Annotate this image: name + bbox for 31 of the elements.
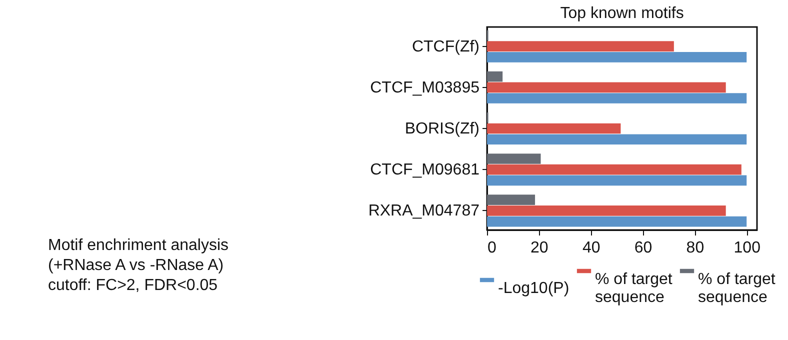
x-tick-label: 100	[734, 240, 761, 256]
bar	[487, 41, 674, 52]
bar	[487, 82, 726, 93]
legend-label: % of target sequence	[698, 271, 776, 306]
text: Motif enchriment analysis	[48, 236, 229, 256]
y-tick-label: BORIS(Zf)	[404, 120, 480, 138]
legend-label: % of target sequence	[595, 271, 673, 306]
bar	[487, 206, 726, 216]
bar	[487, 216, 747, 227]
y-tick-label: CTCF(Zf)	[412, 38, 480, 56]
bar	[487, 154, 541, 164]
bar	[487, 175, 747, 186]
bar	[487, 123, 621, 134]
y-tick-label: CTCF_M09681	[370, 162, 480, 179]
bar	[487, 71, 503, 82]
bar	[487, 52, 747, 62]
bar	[487, 134, 747, 145]
bar	[487, 93, 747, 104]
x-tick-label: 40	[582, 240, 600, 256]
text: cutoff: FC>2, FDR<0.05	[48, 276, 219, 296]
x-tick-label: 80	[686, 240, 704, 256]
x-tick-label: 60	[634, 240, 652, 256]
y-tick-label: CTCF_M03895	[370, 79, 480, 96]
chart-title: Top known motifs	[560, 5, 684, 22]
x-tick-label: 20	[530, 240, 548, 256]
y-tick-label: RXRA_M04787	[368, 202, 480, 220]
legend-label: -Log10(P)	[498, 280, 570, 297]
text: (+RNase A vs -RNase A)	[48, 256, 225, 276]
bar	[487, 164, 742, 175]
x-tick-label: 0	[488, 240, 496, 256]
bar	[487, 194, 536, 205]
